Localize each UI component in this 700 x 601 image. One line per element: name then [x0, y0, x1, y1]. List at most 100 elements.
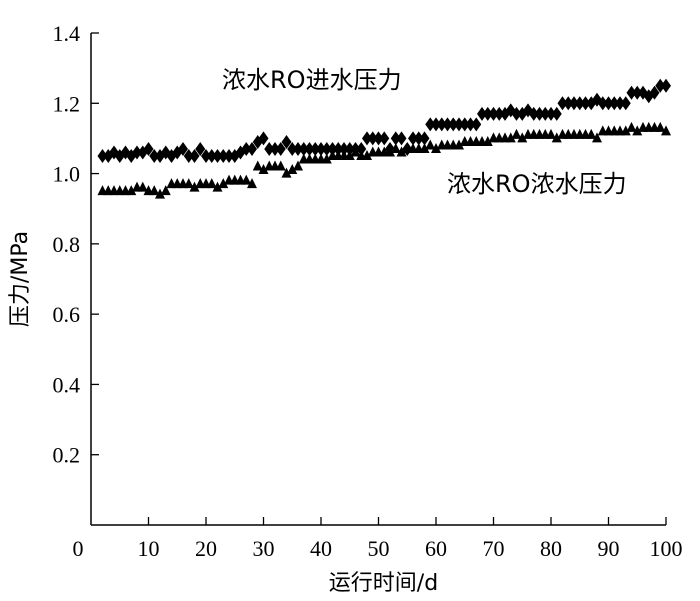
triangle-marker	[517, 132, 528, 143]
triangle-marker	[362, 150, 372, 160]
diamond-marker	[206, 149, 217, 163]
triangle-marker	[655, 121, 666, 132]
diamond-marker	[224, 149, 234, 163]
diamond-marker	[132, 145, 142, 160]
triangle-marker	[241, 174, 252, 185]
diamond-marker	[615, 96, 625, 111]
triangle-marker	[661, 125, 671, 136]
diamond-marker	[189, 149, 200, 163]
diamond-marker	[546, 106, 556, 121]
triangle-marker	[137, 181, 148, 192]
triangle-marker	[419, 142, 430, 153]
diamond-marker	[655, 78, 666, 93]
triangle-marker	[293, 160, 303, 171]
diamond-marker	[344, 141, 355, 156]
diamond-marker	[143, 141, 154, 156]
diamond-marker	[218, 149, 229, 163]
diamond-marker	[275, 141, 286, 156]
diamond-marker	[270, 141, 280, 156]
triangle-marker	[247, 178, 257, 189]
diamond-marker	[436, 117, 447, 132]
diamond-marker	[321, 141, 332, 156]
x-tick-label: 20	[195, 536, 217, 561]
diamond-marker	[488, 106, 499, 121]
series-marks	[97, 78, 671, 199]
x-tick-label: 50	[368, 536, 390, 561]
diamond-marker	[465, 117, 476, 132]
y-axis-title: 压力/MPa	[8, 231, 33, 327]
y-tick-label: 0.2	[53, 443, 81, 468]
diamond-marker	[494, 106, 505, 121]
diamond-marker	[97, 149, 108, 163]
diamond-marker	[178, 141, 188, 156]
diamond-marker	[333, 141, 344, 156]
diamond-marker	[264, 141, 275, 156]
triangle-marker	[287, 164, 298, 175]
diamond-marker	[373, 131, 384, 146]
triangle-marker	[344, 150, 355, 160]
diamond-marker	[419, 131, 430, 146]
diamond-marker	[551, 106, 562, 121]
y-tick-labels: 0.2 0.4 0.6 0.8 1.0 1.2 1.4	[53, 21, 81, 468]
triangle-marker	[252, 160, 263, 171]
diamond-marker	[442, 117, 453, 132]
triangle-marker	[505, 132, 516, 143]
x-tick-label: 60	[425, 536, 447, 561]
diamond-marker	[620, 96, 631, 111]
triangle-marker	[321, 153, 332, 164]
diamond-marker	[304, 141, 315, 156]
triangle-marker	[454, 139, 464, 150]
triangle-marker	[390, 142, 401, 153]
triangle-marker	[620, 125, 631, 136]
y-tick-label: 0.8	[53, 232, 81, 257]
diamond-marker	[327, 141, 338, 156]
y-tick-label: 1.4	[53, 21, 81, 46]
triangle-marker	[126, 185, 137, 196]
diamond-marker	[448, 117, 459, 132]
triangle-marker	[160, 185, 171, 196]
triangle-marker	[350, 146, 361, 157]
diamond-marker	[281, 134, 292, 149]
diamond-marker	[626, 85, 637, 100]
diamond-marker	[362, 131, 372, 146]
diamond-marker	[379, 131, 390, 146]
diamond-marker	[534, 106, 545, 121]
x-tick-labels: 0 10 20 30 40 50 60 70 80 90 100	[73, 536, 683, 561]
diamond-marker	[482, 106, 493, 121]
diamond-marker	[413, 131, 424, 146]
diamond-marker	[580, 96, 591, 111]
diamond-marker	[603, 96, 614, 111]
diamond-marker	[396, 131, 407, 146]
diamond-marker	[511, 106, 522, 121]
triangle-marker	[511, 128, 522, 139]
diamond-marker	[339, 141, 349, 156]
triangle-marker	[592, 132, 602, 143]
diamond-marker	[356, 141, 367, 156]
triangle-marker	[218, 178, 229, 189]
x-tick-label: 0	[73, 536, 84, 561]
triangle-marker	[425, 139, 436, 150]
diamond-marker	[390, 131, 401, 146]
diamond-marker	[195, 141, 206, 156]
triangle-marker	[155, 188, 165, 199]
x-tick-label: 70	[483, 536, 505, 561]
triangle-marker	[206, 178, 217, 189]
diamond-marker	[425, 117, 436, 132]
x-tick-label: 40	[310, 536, 332, 561]
triangle-marker	[189, 181, 200, 192]
diamond-marker	[477, 106, 487, 121]
triangle-marker	[431, 142, 441, 153]
ticks	[91, 32, 667, 525]
diamond-marker	[258, 131, 269, 146]
y-tick-label: 1.0	[53, 162, 81, 187]
diamond-marker	[661, 78, 671, 93]
diamond-marker	[316, 141, 326, 156]
diamond-marker	[183, 149, 194, 163]
triangle-marker	[183, 178, 194, 189]
diamond-marker	[241, 141, 252, 156]
x-tick-label: 100	[650, 536, 683, 561]
triangle-marker	[546, 128, 556, 139]
triangle-marker	[281, 167, 292, 178]
diamond-marker	[247, 141, 257, 156]
